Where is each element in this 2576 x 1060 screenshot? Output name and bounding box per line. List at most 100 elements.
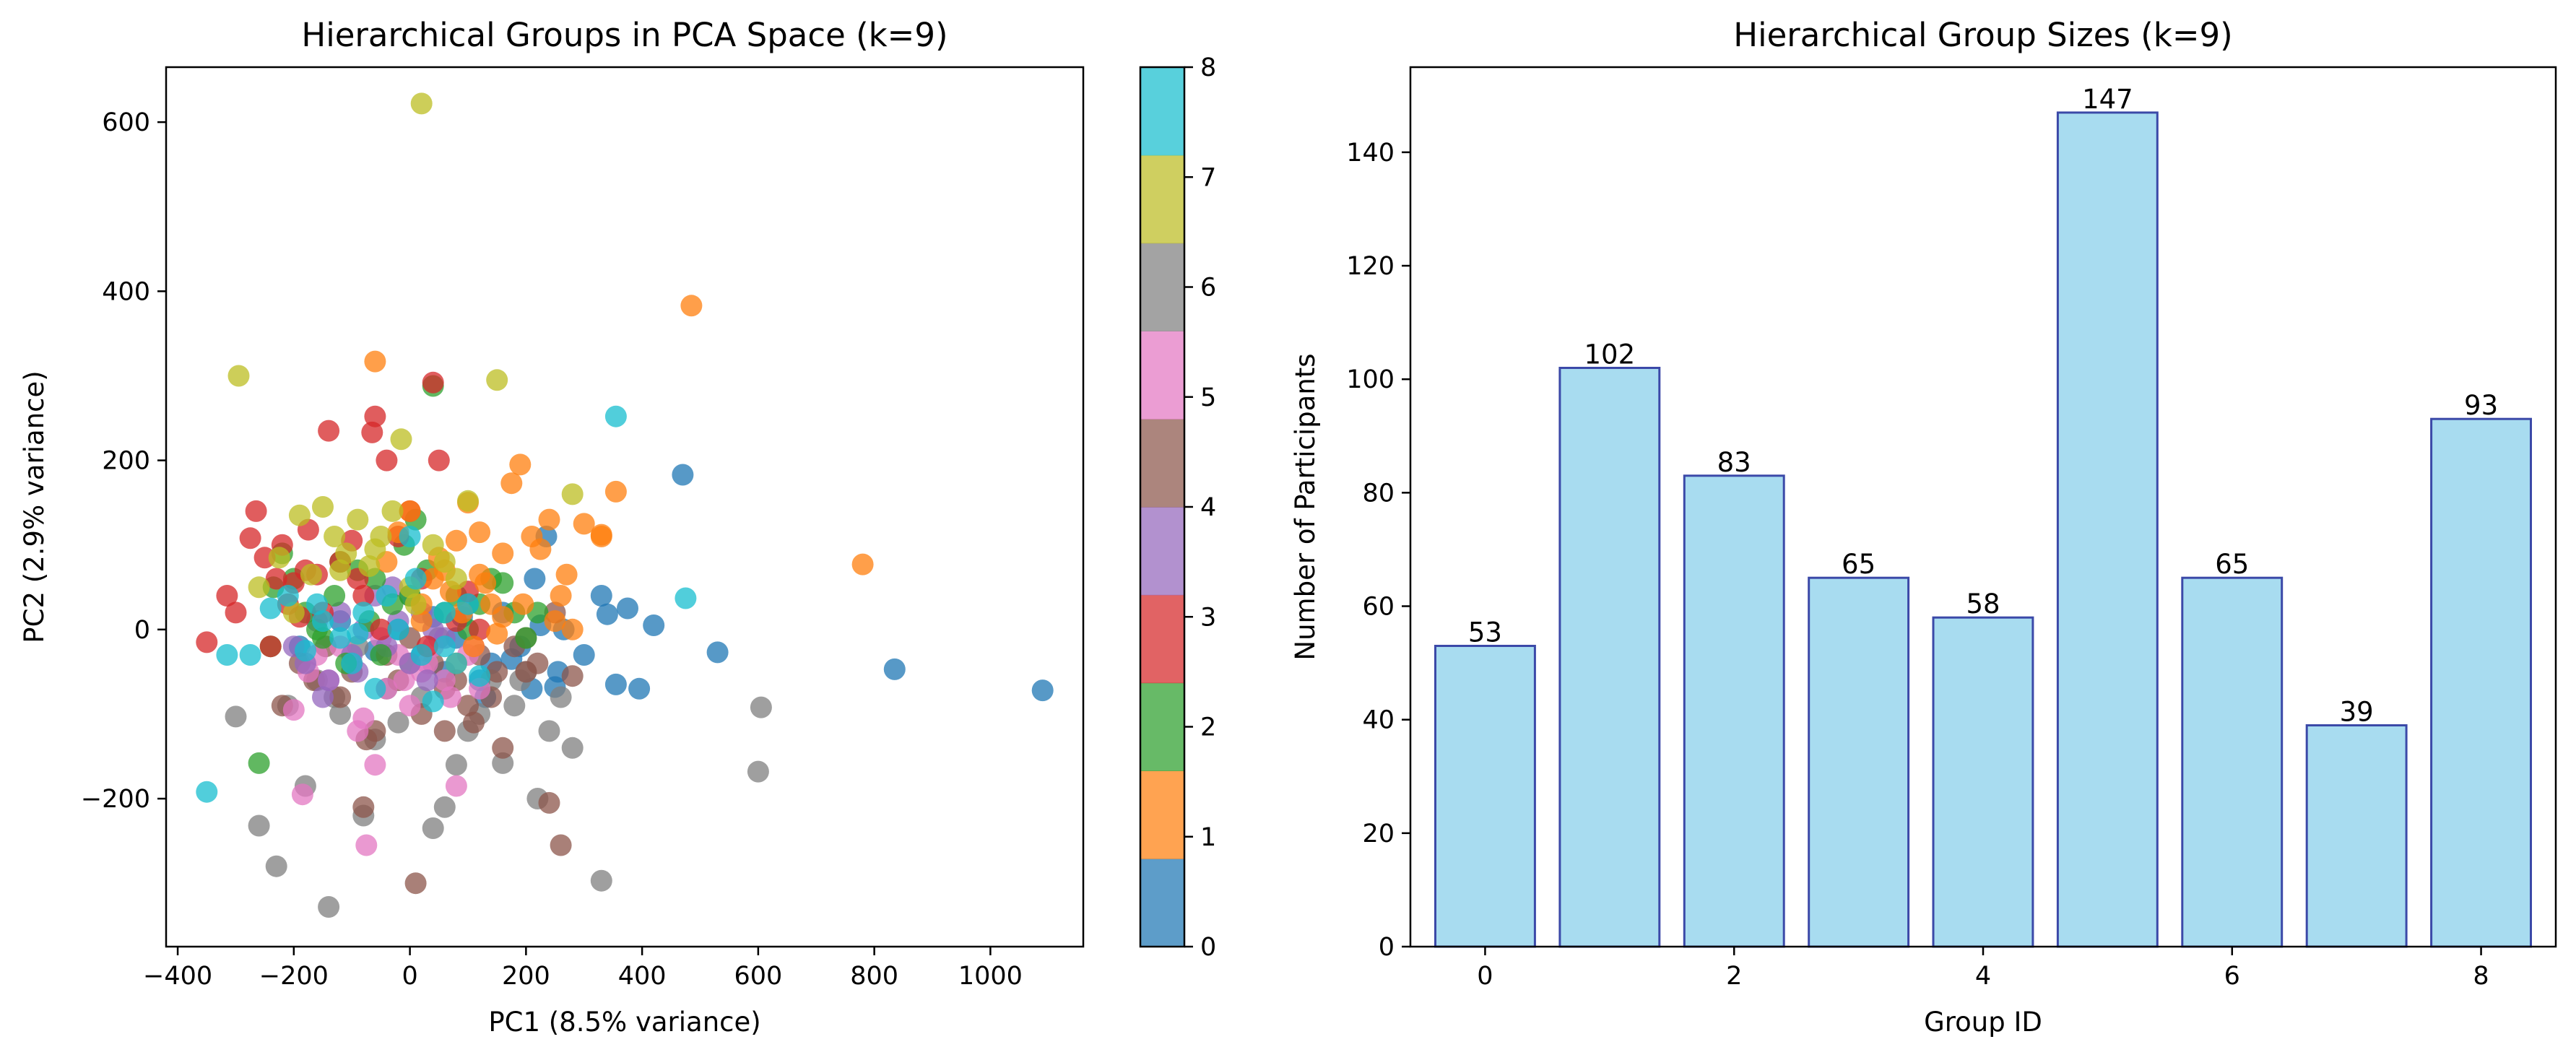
colorbar-block <box>1140 770 1184 859</box>
scatter-point <box>259 597 282 620</box>
scatter-x-axis-label: PC1 (8.5% variance) <box>488 1007 760 1038</box>
scatter-point <box>364 754 386 776</box>
scatter-point <box>294 640 316 662</box>
scatter-point <box>675 587 697 609</box>
scatter-point <box>469 618 491 640</box>
scatter-point <box>268 547 290 569</box>
scatter-point <box>445 775 467 797</box>
bar-data-label: 93 <box>2464 390 2498 421</box>
scatter-point <box>306 593 328 615</box>
scatter-point <box>399 695 421 717</box>
scatter-point <box>538 720 560 742</box>
scatter-point <box>747 760 769 783</box>
scatter-point <box>196 631 218 653</box>
scatter-point <box>300 563 322 586</box>
bar-data-label: 102 <box>1584 339 1635 370</box>
bar-data-label: 58 <box>1966 588 2000 620</box>
colorbar-tick-label: 2 <box>1200 713 1216 742</box>
bar <box>2430 417 2533 948</box>
bar-x-tick-label: 4 <box>1975 962 1991 991</box>
scatter-point <box>521 526 543 547</box>
scatter-point <box>524 568 546 590</box>
scatter-point <box>259 635 282 658</box>
colorbar-block <box>1140 331 1184 420</box>
bar-y-tick-label: 40 <box>1362 706 1395 735</box>
bar <box>1558 367 1661 948</box>
scatter-x-tick-label: 1000 <box>958 962 1023 991</box>
scatter-point <box>376 585 398 607</box>
colorbar: 0 1 2 3 4 5 6 7 8 <box>1139 53 1216 962</box>
scatter-point <box>617 597 638 620</box>
bar-data-label: 83 <box>1717 447 1751 478</box>
scatter-point <box>288 504 311 526</box>
scatter-point <box>433 669 456 692</box>
scatter-point <box>318 896 340 918</box>
scatter-point <box>463 711 485 734</box>
scatter-point <box>248 814 270 837</box>
scatter-point <box>329 627 352 649</box>
scatter-y-tick-label: 0 <box>134 616 150 645</box>
scatter-point <box>324 585 346 607</box>
bar-title: Hierarchical Group Sizes (k=9) <box>1733 16 2232 54</box>
colorbar-tick-label: 0 <box>1200 933 1216 962</box>
bar <box>2056 111 2159 948</box>
scatter-x-tick-label: 0 <box>402 962 417 991</box>
scatter-point <box>364 405 386 427</box>
scatter-point <box>245 500 267 522</box>
scatter-point <box>457 695 479 717</box>
scatter-point <box>463 635 485 658</box>
scatter-point <box>376 449 398 472</box>
colorbar-block <box>1140 682 1184 771</box>
scatter-point <box>265 568 287 590</box>
scatter-point <box>445 754 467 776</box>
scatter-point <box>550 686 572 708</box>
bar-x-axis-label: Group ID <box>1924 1007 2042 1038</box>
scatter-point <box>329 686 352 708</box>
scatter-point <box>352 796 375 818</box>
scatter-points <box>196 92 1054 918</box>
scatter-point <box>604 480 627 503</box>
bar-data-label: 53 <box>1468 617 1502 648</box>
colorbar-block <box>1140 594 1184 684</box>
bar <box>1683 474 1785 948</box>
colorbar-block <box>1140 155 1184 244</box>
bar-y-tick-label: 120 <box>1346 252 1395 281</box>
bar <box>1434 645 1536 948</box>
colorbar-ticks: 0 1 2 3 4 5 6 7 8 <box>1184 53 1216 962</box>
bar-data-label: 39 <box>2340 697 2374 728</box>
scatter-point <box>248 752 270 774</box>
scatter-point <box>526 652 549 674</box>
scatter-point <box>341 652 363 674</box>
bar-y-tick-label: 140 <box>1346 139 1395 168</box>
scatter-y-axis-label: PC2 (2.9% variance) <box>19 370 50 643</box>
scatter-point <box>486 369 508 391</box>
scatter-point <box>282 601 305 624</box>
scatter-point <box>324 526 346 547</box>
bar-data-label: 65 <box>1842 549 1875 580</box>
scatter-point <box>469 563 491 586</box>
scatter-x-tick-label: 400 <box>618 962 667 991</box>
scatter-point <box>604 673 627 695</box>
bar-x-tick-label: 2 <box>1726 962 1742 991</box>
scatter-x-tick-label: 600 <box>734 962 782 991</box>
colorbar-tick-label: 5 <box>1200 383 1216 412</box>
scatter-point <box>416 669 438 692</box>
scatter-point <box>422 568 444 590</box>
bar-x-ticks: 0 2 4 6 8 <box>1477 947 2489 991</box>
scatter-point <box>544 610 566 633</box>
colorbar-tick-label: 4 <box>1200 493 1216 522</box>
scatter-point <box>439 686 461 708</box>
scatter-point <box>492 737 514 759</box>
colorbar-block <box>1140 67 1184 156</box>
scatter-point <box>318 669 340 692</box>
scatter-point <box>555 563 578 586</box>
scatter-point <box>196 781 218 803</box>
scatter-point <box>512 593 534 615</box>
scatter-point <box>404 593 427 615</box>
scatter-frame <box>165 66 1085 948</box>
scatter-point <box>851 553 874 575</box>
scatter-x-tick-label: 200 <box>502 962 550 991</box>
colorbar-block <box>1140 419 1184 508</box>
scatter-point <box>364 538 386 560</box>
